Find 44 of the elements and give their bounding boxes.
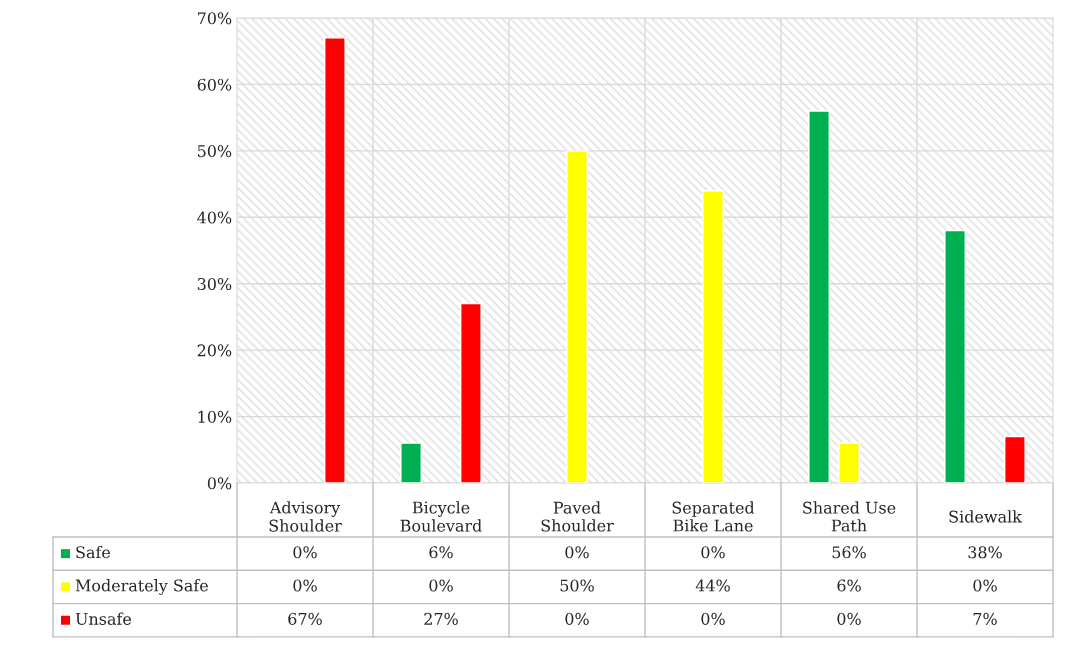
legend-label: Moderately Safe <box>75 579 208 595</box>
data-label: 6% <box>429 546 453 559</box>
bar <box>1004 435 1026 483</box>
x-tick-label: Advisory Shoulder <box>269 501 342 532</box>
bar <box>566 150 588 483</box>
x-tick-label: Sidewalk <box>949 510 1022 523</box>
data-label: 0% <box>429 579 453 592</box>
data-label: 50% <box>560 579 594 592</box>
y-tick-label: 60% <box>197 78 232 91</box>
data-label: 0% <box>565 546 589 559</box>
legend-label: Unsafe <box>75 612 132 625</box>
y-tick-label: 40% <box>197 211 232 224</box>
data-label: 7% <box>973 612 997 625</box>
data-label: 27% <box>424 612 458 625</box>
data-label: 0% <box>293 546 317 559</box>
data-label: 38% <box>968 546 1002 559</box>
bar <box>702 190 724 483</box>
bar <box>460 302 482 483</box>
y-tick-label: 20% <box>197 344 232 357</box>
data-label: 44% <box>695 579 730 592</box>
bar <box>944 229 966 483</box>
y-tick-label: 10% <box>198 410 232 423</box>
y-tick-label: 0% <box>207 477 232 490</box>
data-label: 0% <box>293 579 317 592</box>
data-label: 0% <box>565 612 589 625</box>
data-label: 0% <box>701 612 725 625</box>
y-tick-label: 70% <box>197 12 232 25</box>
bar <box>808 110 830 483</box>
y-tick-label: 30% <box>197 277 232 291</box>
x-tick-label: Shared Use Path <box>803 501 896 532</box>
bar <box>400 442 422 483</box>
data-label: 0% <box>701 546 725 559</box>
data-label: 67% <box>288 612 322 625</box>
x-tick-label: Paved Shoulder <box>541 501 614 532</box>
x-tick-label: Bicycle Boulevard <box>400 501 482 532</box>
data-label: 6% <box>837 579 861 592</box>
y-tick-label: 50% <box>198 145 232 158</box>
legend-label: Safe <box>76 545 111 559</box>
bar <box>838 442 860 483</box>
x-tick-label: Separated Bike Lane <box>672 501 755 532</box>
data-label: 0% <box>837 612 861 625</box>
data-label: 56% <box>832 546 866 559</box>
bar <box>324 37 346 483</box>
data-label: 0% <box>973 579 997 592</box>
